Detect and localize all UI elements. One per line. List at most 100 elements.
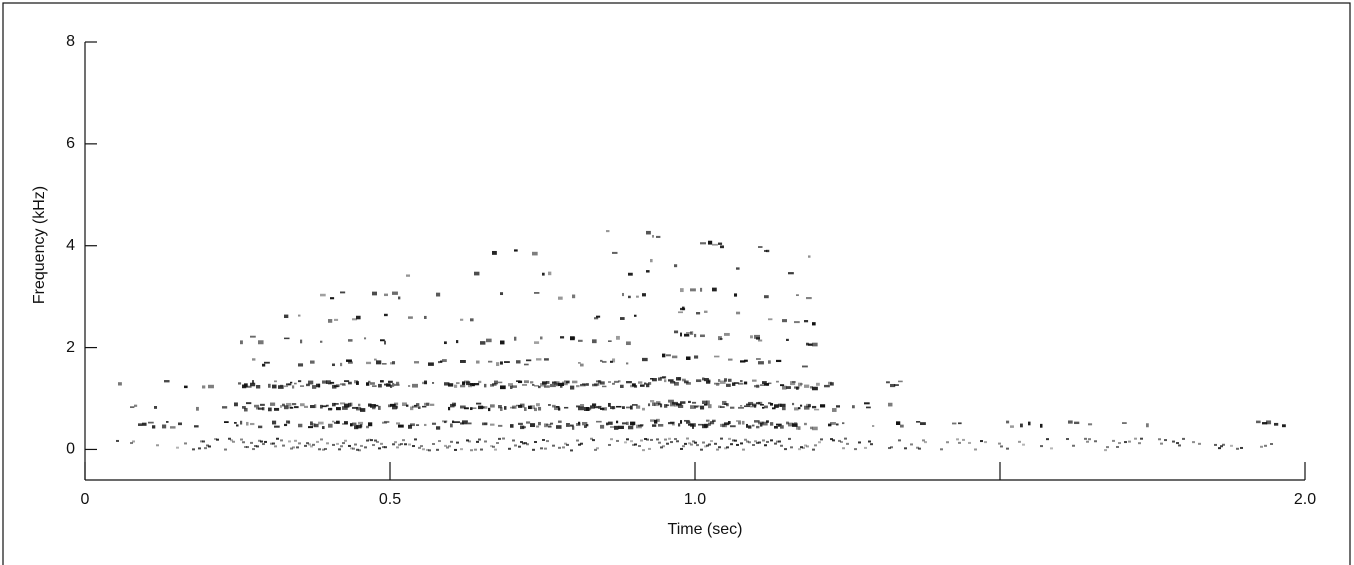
- speckle: [804, 405, 810, 410]
- speckle: [1094, 440, 1097, 443]
- speckle: [588, 407, 592, 411]
- speckle: [658, 377, 662, 381]
- speckle: [582, 421, 588, 426]
- speckle: [622, 292, 625, 297]
- speckle: [442, 359, 447, 363]
- speckle: [706, 444, 709, 447]
- speckle: [1010, 425, 1014, 428]
- speckle: [654, 402, 660, 407]
- speckle: [368, 403, 372, 407]
- speckle: [680, 332, 683, 337]
- speckle: [490, 445, 493, 448]
- speckle: [224, 448, 227, 451]
- speckle: [776, 440, 779, 443]
- speckle: [364, 446, 367, 449]
- speckle: [286, 420, 290, 424]
- speckle: [736, 311, 741, 315]
- speckle: [602, 360, 607, 363]
- speckle: [384, 340, 387, 345]
- speckle: [258, 425, 263, 429]
- speckle: [300, 339, 303, 344]
- speckle: [650, 258, 653, 263]
- speckle: [1066, 438, 1069, 441]
- speckle: [336, 407, 341, 411]
- speckle: [294, 382, 297, 385]
- speckle: [498, 437, 501, 440]
- speckle: [608, 421, 613, 425]
- speckle: [648, 447, 651, 450]
- speckle: [846, 442, 849, 445]
- speckle: [402, 439, 405, 442]
- speckle: [724, 422, 730, 426]
- speckle: [712, 287, 717, 292]
- speckle: [716, 448, 719, 451]
- speckle: [130, 442, 133, 445]
- speckle: [156, 444, 159, 447]
- speckle: [832, 408, 837, 412]
- speckle: [638, 445, 641, 448]
- speckle: [384, 313, 388, 317]
- speckle: [640, 424, 644, 427]
- speckle: [656, 438, 659, 441]
- speckle: [380, 380, 384, 383]
- speckle: [372, 291, 377, 296]
- speckle: [480, 341, 486, 345]
- speckle: [592, 403, 597, 407]
- speckle: [650, 438, 653, 441]
- speckle: [768, 402, 772, 405]
- speckle: [1116, 445, 1119, 448]
- speckle: [520, 403, 525, 408]
- speckle: [924, 441, 927, 444]
- speckle: [706, 400, 710, 405]
- speckle: [492, 250, 497, 255]
- speckle: [444, 382, 450, 386]
- speckle: [754, 420, 760, 423]
- speckle: [720, 338, 723, 340]
- speckle: [614, 425, 619, 430]
- speckle: [332, 420, 335, 423]
- speckle: [1018, 440, 1021, 443]
- speckle: [686, 332, 692, 334]
- speckle: [572, 426, 575, 430]
- speckle: [740, 360, 746, 363]
- speckle: [318, 421, 324, 425]
- speckle: [390, 362, 393, 365]
- speckle: [674, 438, 677, 441]
- speckle: [1022, 443, 1025, 446]
- speckle: [524, 363, 529, 366]
- speckle: [336, 442, 339, 445]
- speckle: [526, 359, 532, 362]
- speckle: [744, 405, 750, 408]
- speckle: [694, 333, 697, 338]
- speckle: [1072, 444, 1075, 447]
- speckle: [208, 384, 214, 389]
- speckle: [454, 403, 457, 407]
- speckle: [566, 443, 569, 446]
- speckle: [368, 438, 371, 441]
- speckle: [246, 446, 249, 449]
- speckle: [264, 361, 270, 364]
- y-tick-label: 8: [66, 33, 75, 50]
- speckle: [536, 425, 540, 428]
- speckle: [920, 422, 926, 426]
- speckle: [322, 405, 327, 408]
- speckle: [662, 445, 665, 448]
- speckle: [576, 405, 581, 408]
- speckle: [380, 339, 385, 342]
- speckle: [752, 424, 755, 427]
- speckle: [358, 449, 361, 452]
- speckle: [342, 383, 346, 386]
- speckle: [474, 382, 480, 386]
- speckle: [980, 440, 983, 443]
- speckle: [662, 376, 667, 379]
- speckle: [504, 406, 507, 410]
- speckle: [340, 383, 346, 386]
- speckle: [254, 445, 257, 448]
- speckle: [592, 439, 595, 442]
- speckle: [258, 340, 264, 345]
- speckle: [484, 422, 488, 425]
- speckle: [806, 342, 809, 346]
- speckle: [460, 405, 466, 409]
- speckle: [618, 380, 621, 383]
